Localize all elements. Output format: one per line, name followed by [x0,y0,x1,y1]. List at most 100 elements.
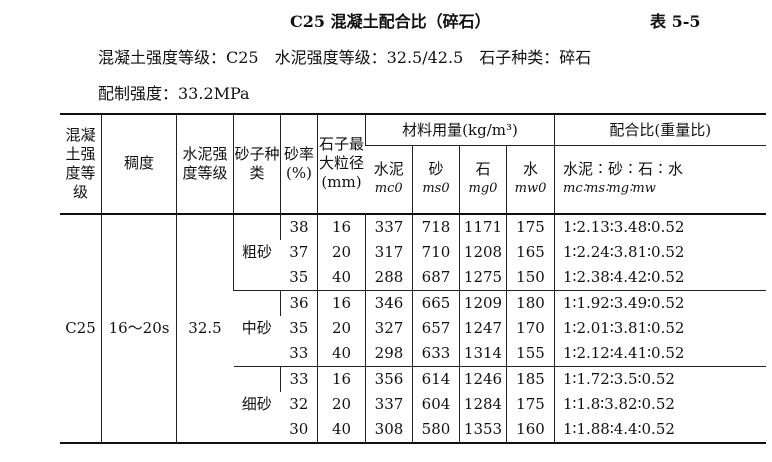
header-ratio-sub2: mc∶ms∶mg∶mw [563,181,656,197]
cell: 150 [506,264,555,290]
cell-sand-type: 粗砂 [233,213,281,290]
cell: 175 [506,213,555,240]
header-sand: 砂 [428,160,444,179]
cell: 180 [506,289,555,316]
cell: 160 [506,416,555,443]
cell: 1209 [459,289,507,316]
table-row: 37 20 317 710 1208 165 1∶2.24∶3.81∶0.52 [60,239,766,265]
cell: 710 [412,239,460,265]
table-row: 32 20 337 604 1284 175 1∶1.8∶3.82∶0.52 [60,391,766,417]
cell: 1∶2.12∶4.41∶0.52 [554,340,766,366]
mix-ratio-table: 混凝土强度等级 稠度 水泥强度等级 砂子种类 砂率(%) 石子最大粒径(mm) … [60,113,766,444]
table-row: 中砂 36 16 346 665 1209 180 1∶1.92∶3.49∶0.52 [60,289,766,366]
cell: 1247 [459,315,507,341]
info-line-1: 混凝土强度等级：C25 水泥强度等级：32.5/42.5 石子种类：碎石 [98,48,592,67]
cell: 165 [506,239,555,265]
cell: 20 [317,315,366,341]
cell: 718 [412,213,460,240]
header-mg0: mg0 [468,181,498,197]
cell: 337 [365,391,413,417]
header-max-size: 石子最大粒径(mm) [317,114,366,214]
cell: 633 [412,340,460,366]
cell: 1∶2.38∶4.42∶0.52 [554,264,766,290]
cell: 337 [365,213,413,240]
cell: 1∶2.13∶3.48∶0.52 [554,213,766,240]
cell: 346 [365,289,413,316]
cell: 175 [506,391,555,417]
cell: 40 [317,340,366,366]
table-row: 35 20 327 657 1247 170 1∶2.01∶3.81∶0.52 [60,315,766,341]
cell: 1∶2.24∶3.81∶0.52 [554,239,766,265]
table-row: C25 16～20s 32.5 粗砂 38 16 337 718 1171 175 1∶2.13∶3… [60,213,766,443]
header-ms0: ms0 [422,181,450,197]
header-stone: 石 [475,160,491,179]
cell: 33 [280,365,318,392]
table-row: 30 40 308 580 1353 160 1∶1.88∶4.4∶0.52 [60,416,766,443]
cell: 1171 [459,213,507,240]
header-mw0: mw0 [514,181,547,197]
cell: 32 [289,394,309,413]
table-row: 细砂 33 16 356 614 1246 185 1∶1.72∶3.5∶0.52 [60,365,766,443]
cell: 1∶1.88∶4.4∶0.52 [554,416,766,443]
cell: 1353 [459,416,507,443]
cell: 16 [317,365,366,392]
table-title: C25 混凝土配合比（碎石） [290,12,491,31]
cell: 170 [506,315,555,341]
table-number: 表 5-5 [650,12,701,31]
cell: 1208 [459,239,507,265]
cell: 308 [365,416,413,443]
header-materials: 材料用量(kg/m³) [365,114,555,146]
cell-sand-type: 细砂 [233,365,281,443]
header-grade: 混凝土强度等级 [65,125,96,201]
header-mc0: mc0 [374,181,403,197]
cell: 1275 [459,264,507,290]
cell: 356 [365,365,413,392]
cell: 40 [317,416,366,443]
cell: 16 [317,213,366,240]
cell: 580 [412,416,460,443]
cell-sand-type: 中砂 [233,289,281,366]
cell: 33 [289,343,309,362]
cell: 657 [412,315,460,341]
header-water: 水 [522,160,538,179]
cell: 1246 [459,365,507,392]
cell: 185 [506,365,555,392]
cell: 37 [289,242,309,261]
cell: 1∶1.8∶3.82∶0.52 [554,391,766,417]
table-row: 35 40 288 687 1275 150 1∶2.38∶4.42∶0.52 [60,264,766,290]
cell: 20 [317,239,366,265]
cell: 614 [412,365,460,392]
table-row: 33 40 298 633 1314 155 1∶2.12∶4.41∶0.52 [60,340,766,366]
cell: 1∶1.92∶3.49∶0.52 [554,289,766,316]
header-sand-type: 砂子种类 [233,114,281,214]
cell: 30 [289,419,309,438]
cell: 288 [365,264,413,290]
cell: 687 [412,264,460,290]
cell: 1∶1.72∶3.5∶0.52 [554,365,766,392]
cell: 1∶2.01∶3.81∶0.52 [554,315,766,341]
header-sand-ratio: 砂率(%) [280,114,318,214]
cell: 327 [365,315,413,341]
cell-grade: C25 [65,318,96,337]
cell: 1284 [459,391,507,417]
cell: 298 [365,340,413,366]
cell: 40 [317,264,366,290]
cell: 35 [289,318,309,337]
cell: 155 [506,340,555,366]
header-slump: 稠度 [101,114,177,214]
cell: 38 [280,213,318,240]
cell: 16 [317,289,366,316]
header-ratio: 配合比(重量比) [554,114,766,146]
info-line-2: 配制强度：33.2MPa [98,84,250,103]
header-ratio-sub1: 水泥∶砂∶石∶水 [563,160,684,179]
cell: 35 [289,267,309,286]
cell: 665 [412,289,460,316]
cell: 317 [365,239,413,265]
header-cement: 水泥 [373,160,404,179]
header-cement-grade: 水泥强度等级 [176,114,234,214]
cell: 604 [412,391,460,417]
cell: 20 [317,391,366,417]
cell-cement-grade: 32.5 [176,213,234,443]
cell-slump: 16～20s [101,213,177,443]
cell: 36 [280,289,318,316]
